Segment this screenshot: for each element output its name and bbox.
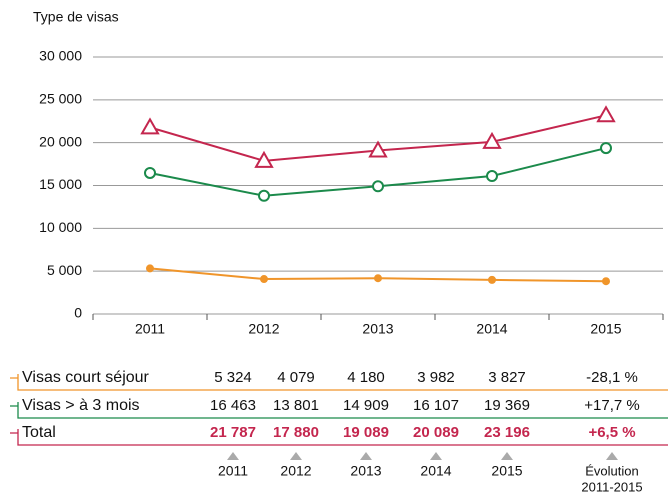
cell-change: -28,1 % <box>586 369 638 386</box>
cell-value: 13 801 <box>273 397 319 414</box>
marker <box>374 274 382 283</box>
footer-year: 2013 <box>350 463 381 479</box>
marker <box>602 277 610 286</box>
x-tick-label: 2013 <box>362 321 393 337</box>
cell-value: 23 196 <box>484 424 530 441</box>
footer-arrow <box>501 452 513 460</box>
cell-value: 4 180 <box>347 369 385 386</box>
marker <box>372 180 384 193</box>
y-axis-title: Type de visas <box>33 9 119 25</box>
y-tick-label: 5 000 <box>47 262 82 278</box>
y-tick-label: 30 000 <box>39 48 82 64</box>
footer-arrow <box>430 452 442 460</box>
x-tick-label: 2011 <box>135 321 165 337</box>
marker <box>596 105 616 123</box>
change-header: Évolution <box>585 463 638 478</box>
marker <box>254 150 274 168</box>
marker <box>482 131 502 149</box>
y-tick-label: 0 <box>74 305 82 321</box>
marker <box>486 170 498 183</box>
y-tick-label: 25 000 <box>39 91 82 107</box>
x-tick-label: 2015 <box>590 321 621 337</box>
cell-change: +6,5 % <box>588 424 635 441</box>
marker <box>258 189 270 202</box>
cell-value: 5 324 <box>214 369 252 386</box>
footer-arrow <box>227 452 239 460</box>
cell-value: 17 880 <box>273 424 319 441</box>
cell-value: 21 787 <box>210 424 256 441</box>
footer-year: 2011 <box>218 463 248 479</box>
y-tick-label: 15 000 <box>39 176 82 192</box>
footer-year: 2014 <box>420 463 451 479</box>
footer-year: 2015 <box>491 463 522 479</box>
row-rule <box>10 429 668 446</box>
cell-value: 16 463 <box>210 397 256 414</box>
cell-value: 14 909 <box>343 397 389 414</box>
change-header: 2011-2015 <box>581 479 642 494</box>
footer-arrow <box>606 452 618 460</box>
y-tick-label: 10 000 <box>39 219 82 235</box>
marker <box>368 140 388 158</box>
x-tick-label: 2012 <box>248 321 279 337</box>
footer-arrow <box>360 452 372 460</box>
y-tick-label: 20 000 <box>39 133 82 149</box>
row-label: Visas > à 3 mois <box>22 397 140 414</box>
marker <box>144 166 156 179</box>
marker <box>600 142 612 155</box>
cell-change: +17,7 % <box>584 397 639 414</box>
row-label: Total <box>22 424 56 441</box>
marker <box>140 117 160 135</box>
marker <box>488 275 496 284</box>
marker <box>260 275 268 284</box>
footer-arrow <box>290 452 302 460</box>
cell-value: 20 089 <box>413 424 459 441</box>
footer-year: 2012 <box>280 463 311 479</box>
row-rule <box>10 402 668 419</box>
row-label: Visas court séjour <box>22 369 150 386</box>
cell-value: 3 827 <box>488 369 526 386</box>
row-rule <box>10 374 668 391</box>
cell-value: 19 089 <box>343 424 389 441</box>
cell-value: 19 369 <box>484 397 530 414</box>
cell-value: 16 107 <box>413 397 459 414</box>
marker <box>146 264 154 273</box>
cell-value: 3 982 <box>417 369 455 386</box>
x-tick-label: 2014 <box>476 321 507 337</box>
cell-value: 4 079 <box>277 369 315 386</box>
